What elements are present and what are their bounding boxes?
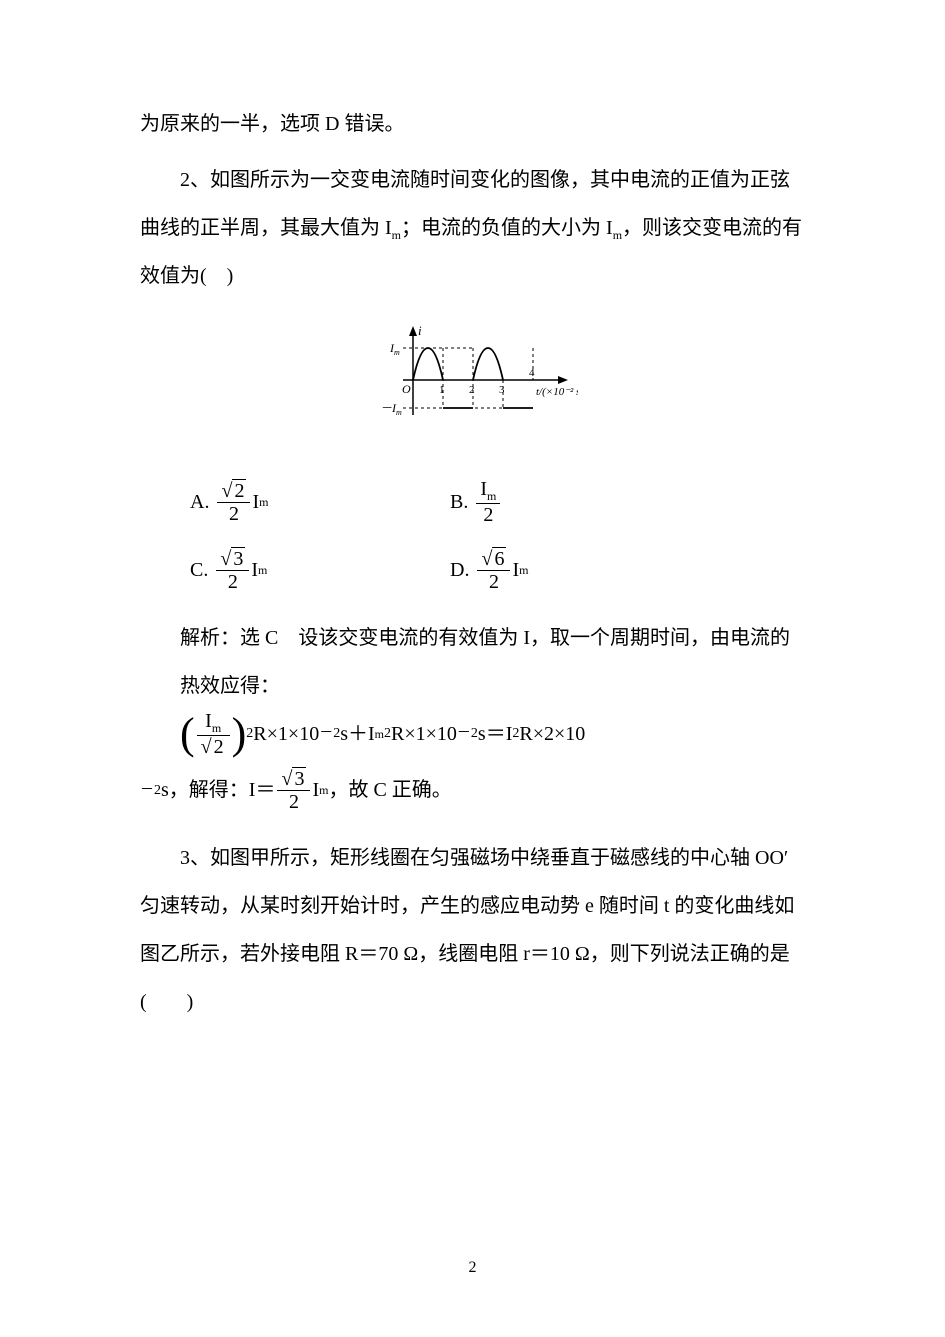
subscript-m: m bbox=[392, 228, 401, 242]
svg-text:4: 4 bbox=[529, 367, 535, 379]
options-row-1: A. 2 2 Im B. Im 2 bbox=[140, 478, 805, 526]
svg-text:1: 1 bbox=[439, 384, 445, 396]
answer-intro: 解析：选 C 设该交变电流的有效值为 I，取一个周期时间，由电流的热效应得： bbox=[180, 614, 805, 710]
origin-label: O bbox=[402, 382, 411, 396]
answer-paragraph: 解析：选 C 设该交变电流的有效值为 I，取一个周期时间，由电流的热效应得： (… bbox=[140, 614, 805, 758]
paragraph-2: 2、如图所示为一交变电流随时间变化的图像，其中电流的正值为正弦曲线的正半周，其最… bbox=[140, 156, 805, 300]
paragraph-1: 为原来的一半，选项 D 错误。 bbox=[140, 100, 805, 148]
subscript-m: m bbox=[613, 228, 622, 242]
x-axis-label: t/(×10⁻² s) bbox=[536, 386, 578, 398]
svg-text:2: 2 bbox=[469, 384, 475, 396]
svg-text:Im: Im bbox=[389, 341, 400, 357]
page-number: 2 bbox=[0, 1259, 945, 1277]
option-b: B. Im 2 bbox=[450, 478, 710, 526]
option-a: A. 2 2 Im bbox=[190, 478, 450, 526]
option-a-label: A. bbox=[190, 478, 209, 526]
option-b-label: B. bbox=[450, 478, 468, 526]
option-d: D. 6 2 Im bbox=[450, 546, 710, 594]
option-d-label: D. bbox=[450, 546, 469, 594]
option-c: C. 3 2 Im bbox=[190, 546, 450, 594]
graph-svg: i Im －Im O 1 2 3 4 t/(×10⁻² s) bbox=[368, 320, 578, 430]
paragraph-3: 3、如图甲所示，矩形线圈在匀强磁场中绕垂直于磁感线的中心轴 OO′匀速转动，从某… bbox=[140, 834, 805, 1026]
answer-result: －2 s，解得：I＝ 3 2 Im ，故 C 正确。 bbox=[140, 766, 805, 814]
option-c-label: C. bbox=[190, 546, 208, 594]
current-graph: i Im －Im O 1 2 3 4 t/(×10⁻² s) bbox=[140, 320, 805, 448]
svg-text:－Im: －Im bbox=[380, 401, 402, 417]
y-axis-label: i bbox=[418, 323, 422, 338]
svg-text:3: 3 bbox=[499, 384, 505, 396]
document-body: 为原来的一半，选项 D 错误。 2、如图所示为一交变电流随时间变化的图像，其中电… bbox=[140, 100, 805, 1026]
options-row-2: C. 3 2 Im D. 6 2 Im bbox=[140, 546, 805, 594]
p2-text-b: ；电流的负值的大小为 I bbox=[401, 217, 613, 239]
